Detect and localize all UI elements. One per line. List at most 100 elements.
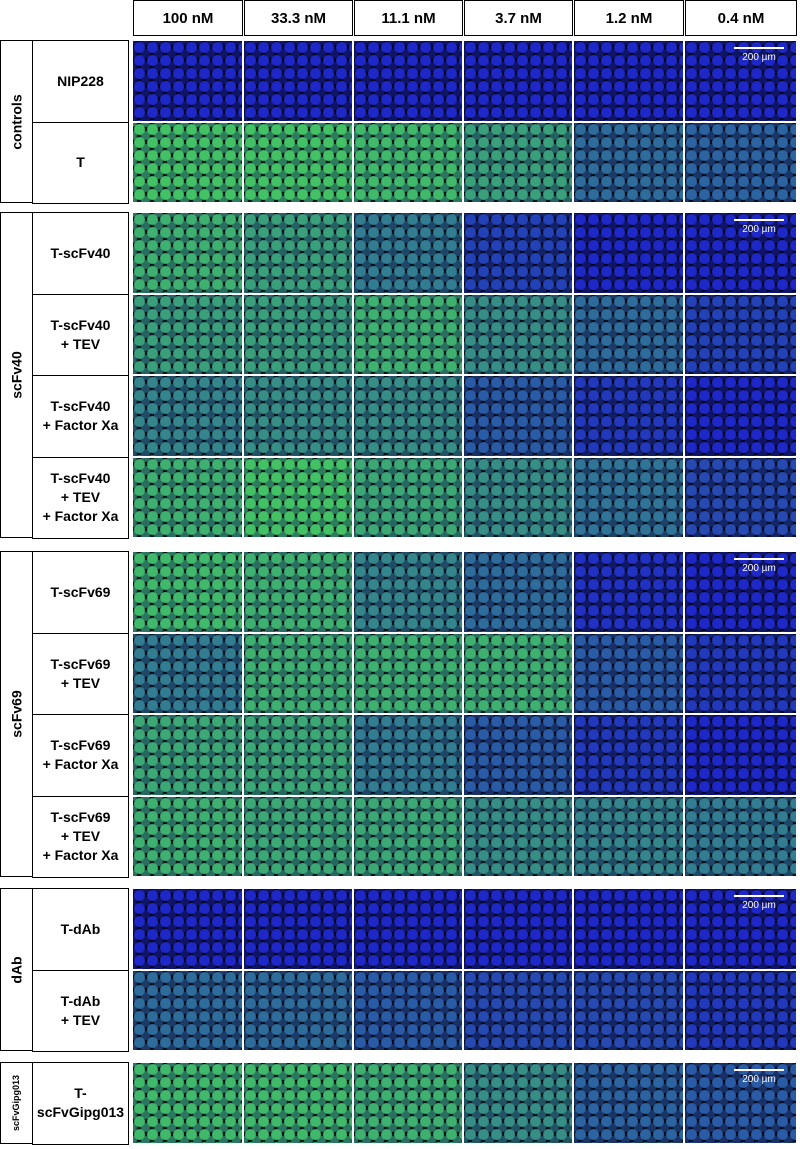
group-label-text: scFv40 [8, 351, 25, 399]
micrograph [133, 122, 242, 202]
micrograph [354, 457, 462, 537]
row-label: T-scFv40 + TEV + Factor Xa [32, 456, 129, 539]
micrograph [354, 213, 462, 293]
group-label-text: dAb [8, 955, 25, 984]
micrograph [574, 889, 683, 969]
micrograph [133, 457, 242, 537]
micrograph [685, 122, 796, 202]
micrograph [354, 970, 462, 1050]
scale-bar: 200 µm [734, 1069, 784, 1085]
micrograph [244, 552, 352, 632]
group-label-text: controls [8, 93, 25, 150]
row-label-line: + TEV [60, 335, 101, 352]
row-label-line: + Factor Xa [42, 508, 119, 525]
scale-bar: 200 µm [734, 219, 784, 235]
micrograph [133, 376, 242, 456]
row-label-line: + TEV [60, 489, 101, 506]
micrograph [574, 796, 683, 876]
micrograph [244, 715, 352, 795]
row-label-line: T-dAb [60, 920, 101, 937]
micrograph [133, 552, 242, 632]
row-label: T-dAb [32, 888, 129, 971]
row-label: T-scFv69 + Factor Xa [32, 714, 129, 797]
micrograph: 200 µm [685, 213, 796, 293]
row-label-line: T-scFv69 [50, 809, 111, 826]
micrograph [574, 376, 683, 456]
row-label: T-scFv40 + TEV [32, 293, 129, 376]
micrograph [464, 552, 572, 632]
micrograph [133, 1063, 242, 1143]
row-label-line: NIP228 [57, 72, 104, 89]
micrograph [244, 294, 352, 374]
micrograph [685, 376, 796, 456]
row-label: T-scFv40 [32, 212, 129, 295]
micrograph [354, 376, 462, 456]
micrograph [354, 294, 462, 374]
row-label-line: scFvGipg013 [36, 1104, 125, 1121]
scale-bar: 200 µm [734, 558, 784, 574]
row-label-line: T-dAb [60, 992, 101, 1009]
row-label: T-scFv69 [32, 551, 129, 634]
row-label: T-scFvGipg013 [32, 1062, 129, 1145]
micrograph [244, 889, 352, 969]
micrograph [574, 213, 683, 293]
micrograph [574, 715, 683, 795]
micrograph [685, 970, 796, 1050]
micrograph [464, 294, 572, 374]
row-label: T-scFv69 + TEV + Factor Xa [32, 795, 129, 878]
micrograph [464, 1063, 572, 1143]
micrograph [244, 376, 352, 456]
column-header: 100 nM [133, 0, 243, 36]
row-label-line: + Factor Xa [42, 756, 119, 773]
column-header: 0.4 nM [685, 0, 797, 36]
micrograph [685, 294, 796, 374]
micrograph [464, 889, 572, 969]
micrograph [354, 122, 462, 202]
micrograph [354, 796, 462, 876]
micrograph [464, 633, 572, 713]
micrograph [685, 633, 796, 713]
micrograph [464, 796, 572, 876]
micrograph [133, 294, 242, 374]
group-label: controls [0, 40, 33, 203]
micrograph [685, 796, 796, 876]
row-label-line: T-scFv69 [50, 583, 111, 600]
micrograph [685, 457, 796, 537]
micrograph: 200 µm [685, 1063, 796, 1143]
row-label-line: + Factor Xa [42, 847, 119, 864]
micrograph [574, 1063, 683, 1143]
micrograph [244, 970, 352, 1050]
column-header: 11.1 nM [354, 0, 463, 36]
micrograph [244, 796, 352, 876]
micrograph [244, 633, 352, 713]
micrograph: 200 µm [685, 889, 796, 969]
row-label-line: T-scFv40 [50, 470, 111, 487]
micrograph [464, 457, 572, 537]
micrograph [464, 122, 572, 202]
scale-bar: 200 µm [734, 895, 784, 911]
row-label-line: T [76, 154, 85, 171]
micrograph [133, 41, 242, 121]
row-label-line: T-scFv40 [50, 316, 111, 333]
micrograph [244, 1063, 352, 1143]
micrograph [574, 970, 683, 1050]
micrograph [354, 633, 462, 713]
group-label: scFv40 [0, 212, 33, 538]
row-label-line: + Factor Xa [42, 417, 119, 434]
row-label-line: + TEV [60, 1011, 101, 1028]
row-label: T-scFv69 + TEV [32, 632, 129, 715]
row-label: T-dAb + TEV [32, 969, 129, 1052]
micrograph [133, 715, 242, 795]
micrograph [354, 41, 462, 121]
micrograph [133, 970, 242, 1050]
group-label: dAb [0, 888, 33, 1051]
column-header: 1.2 nM [574, 0, 684, 36]
micrograph [354, 1063, 462, 1143]
micrograph [354, 889, 462, 969]
micrograph [464, 213, 572, 293]
row-label-line: T-scFv40 [50, 244, 111, 261]
micrograph [354, 715, 462, 795]
column-header: 33.3 nM [244, 0, 353, 36]
scale-bar: 200 µm [734, 47, 784, 63]
